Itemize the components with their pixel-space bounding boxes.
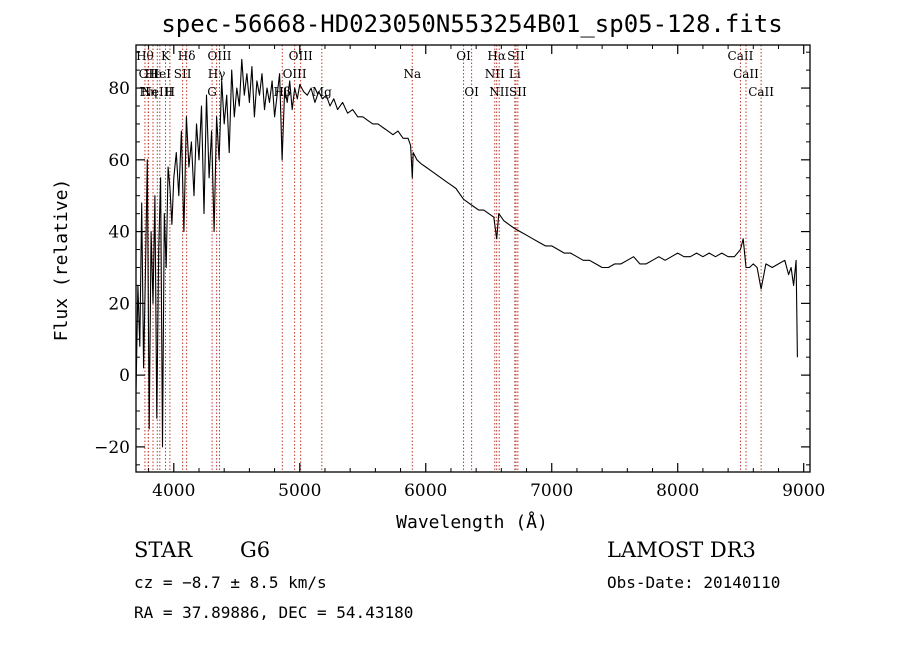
line-label-15: OIII [289,49,313,63]
line-label-9: Hδ [178,49,196,63]
line-label-21: Hα [487,49,506,63]
axis-ticks: 4000 5000 6000 7000 8000 9000 −20 0 20 40 60 80 [94,45,825,501]
line-label-25: SII [509,85,527,99]
y-tick-label-3: 40 [108,223,130,243]
x-tick-label-0: 4000 [152,481,195,501]
x-tick-label-4: 8000 [656,481,699,501]
redshift-line: cz = −8.7 ± 8.5 km/s [134,573,327,592]
y-axis-title: Flux (relative) [51,179,72,342]
line-markers: HθOIIHηHεNeIIIHeIKHSIIHδGHγOIIIHβOIIIOII… [136,45,774,472]
x-tick-label-5: 9000 [782,481,825,501]
y-tick-label-5: 80 [108,79,130,99]
series-line-0 [135,58,798,448]
y-tick-label-1: 0 [119,366,130,386]
line-label-22: NII [489,85,509,99]
x-tick-label-1: 5000 [278,481,321,501]
line-label-28: CaII [748,85,774,99]
series-group [135,58,798,448]
line-label-14: OIII [283,67,307,81]
line-label-11: Hγ [208,67,226,81]
line-label-19: OI [464,85,479,99]
line-label-17: Na [403,67,421,81]
line-label-12: OIII [207,49,231,63]
chart-title: spec-56668-HD023050N553254B01_sp05-128.f… [161,10,782,38]
line-label-0: Hθ [136,49,154,63]
object-subclass: G6 [240,538,271,562]
plot-frame [135,44,811,473]
line-label-18: OI [456,49,471,63]
line-label-20: NII [485,67,505,81]
line-label-26: CaII [728,49,754,63]
line-label-24: SII [507,49,525,63]
object-class: STAR [134,538,193,562]
line-label-8: SII [174,67,192,81]
line-label-10: G [207,85,217,99]
y-tick-label-4: 60 [108,151,130,171]
observation-date: Obs-Date: 20140110 [607,573,781,592]
line-label-7: H [165,85,175,99]
x-axis-title: Wavelength (Å) [396,511,548,533]
x-tick-label-3: 7000 [530,481,573,501]
line-label-27: CaII [733,67,759,81]
line-label-5: HeI [149,67,172,81]
coordinates-line: RA = 37.89886, DEC = 54.43180 [134,603,414,622]
line-label-6: K [161,49,171,63]
x-tick-label-2: 6000 [404,481,447,501]
y-tick-label-2: 20 [108,294,130,314]
y-tick-label-0: −20 [94,438,130,458]
survey-name: LAMOST DR3 [607,538,756,562]
line-label-23: Li [509,67,521,81]
